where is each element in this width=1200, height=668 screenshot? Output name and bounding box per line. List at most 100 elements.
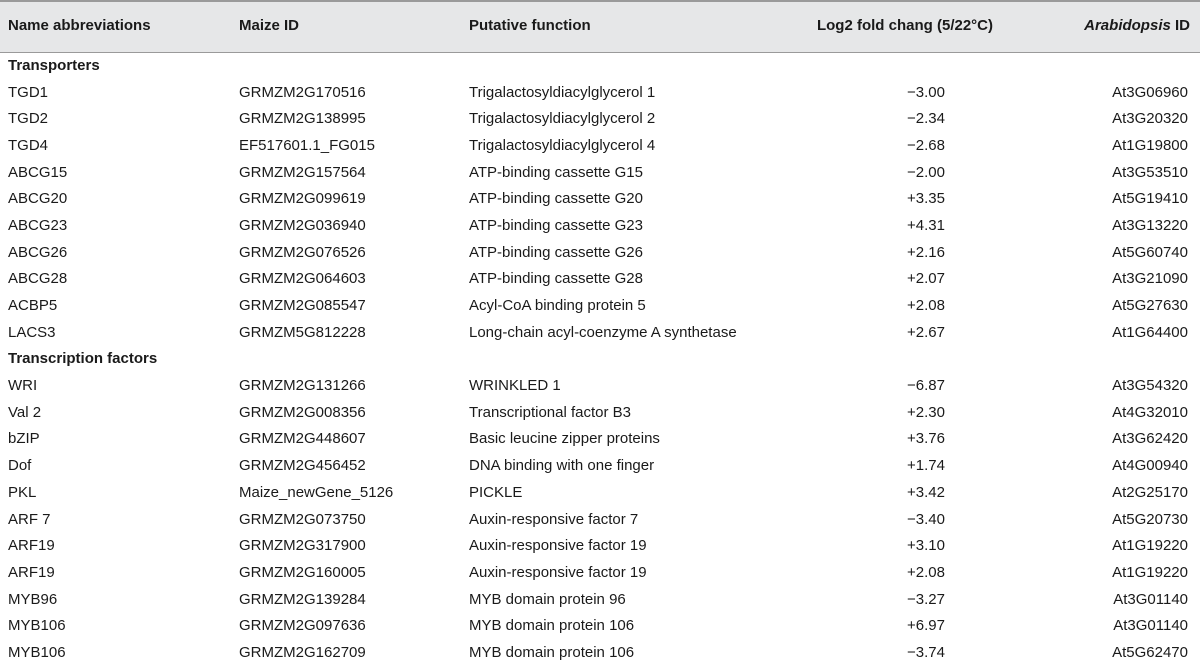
cell-function: DNA binding with one finger (469, 457, 655, 475)
section-title: Transporters (8, 57, 100, 75)
table-row: Dof GRMZM2G456452 DNA binding with one fin… (0, 452, 1200, 479)
cell-log2-fold: +4.31 (907, 216, 945, 234)
table-row: ABCG15 GRMZM2G157564 ATP-binding cassette … (0, 159, 1200, 186)
cell-function: Auxin-responsive factor 19 (469, 563, 647, 581)
cell-arabidopsis-id: At3G13220 (1112, 216, 1188, 234)
header-row: Name abbreviations Maize ID Putative fun… (0, 0, 1200, 52)
cell-name: Dof (8, 457, 32, 475)
cell-maize-id: GRMZM2G138995 (239, 110, 366, 128)
cell-maize-id: GRMZM5G812228 (239, 323, 366, 341)
cell-maize-id: GRMZM2G160005 (239, 563, 366, 581)
table-row: MYB106 GRMZM2G162709 MYB domain protein 10… (0, 639, 1200, 666)
table-row: TGD2 GRMZM2G138995 Trigalactosyldiacylglyc… (0, 105, 1200, 132)
cell-arabidopsis-id: At5G62470 (1112, 643, 1188, 661)
cell-arabidopsis-id: At5G60740 (1112, 243, 1188, 261)
cell-log2-fold: +2.67 (907, 323, 945, 341)
cell-arabidopsis-id: At3G21090 (1112, 270, 1188, 288)
cell-arabidopsis-id: At4G00940 (1112, 457, 1188, 475)
cell-name: MYB106 (8, 643, 66, 661)
cell-log2-fold: −2.00 (907, 163, 945, 181)
cell-name: ABCG26 (8, 243, 68, 261)
cell-maize-id: GRMZM2G036940 (239, 216, 366, 234)
cell-arabidopsis-id: At3G01140 (1113, 590, 1188, 608)
cell-arabidopsis-id: At3G20320 (1112, 110, 1188, 128)
cell-name: ABCG15 (8, 163, 68, 181)
cell-function: PICKLE (469, 483, 523, 501)
cell-log2-fold: +2.08 (907, 563, 945, 581)
cell-function: ATP-binding cassette G26 (469, 243, 643, 261)
cell-name: bZIP (8, 430, 40, 448)
cell-arabidopsis-id: At4G32010 (1112, 403, 1188, 421)
cell-log2-fold: −2.34 (907, 110, 945, 128)
cell-maize-id: GRMZM2G076526 (239, 243, 366, 261)
header-maize-id: Maize ID (239, 17, 300, 35)
table-row: TGD1 GRMZM2G170516 Trigalactosyldiacylglyc… (0, 79, 1200, 106)
cell-name: MYB96 (8, 590, 58, 608)
cell-function: WRINKLED 1 (469, 377, 561, 395)
cell-maize-id: GRMZM2G170516 (239, 83, 366, 101)
cell-maize-id: GRMZM2G097636 (239, 617, 366, 635)
table-row: ARF19 GRMZM2G317900 Auxin-responsive facto… (0, 532, 1200, 559)
cell-function: Auxin-responsive factor 19 (469, 537, 647, 555)
cell-log2-fold: +6.97 (907, 617, 945, 635)
table-row: MYB106 GRMZM2G097636 MYB domain protein 10… (0, 612, 1200, 639)
table-row: ARF 7 GRMZM2G073750 Auxin-responsive facto… (0, 506, 1200, 533)
cell-arabidopsis-id: At3G53510 (1112, 163, 1188, 181)
table-row: ABCG28 GRMZM2G064603 ATP-binding cassette … (0, 266, 1200, 293)
section-row: Transcription factors (0, 346, 1200, 373)
table-row: ABCG23 GRMZM2G036940 ATP-binding cassette … (0, 212, 1200, 239)
cell-maize-id: GRMZM2G131266 (239, 377, 366, 395)
cell-maize-id: GRMZM2G456452 (239, 457, 366, 475)
table-header: Name abbreviations Maize ID Putative fun… (0, 0, 1200, 52)
cell-log2-fold: +3.76 (907, 430, 945, 448)
header-arabidopsis-italic: Arabidopsis (1084, 17, 1171, 35)
cell-arabidopsis-id: At5G27630 (1112, 297, 1188, 315)
cell-maize-id: GRMZM2G317900 (239, 537, 366, 555)
cell-log2-fold: +2.16 (907, 243, 945, 261)
table-row: PKL Maize_newGene_5126 PICKLE +3.42 At2G2517… (0, 479, 1200, 506)
cell-function: Long-chain acyl-coenzyme A synthetase (469, 323, 737, 341)
section-row: Transporters (0, 52, 1200, 79)
cell-name: ARF 7 (8, 510, 51, 528)
cell-function: ATP-binding cassette G20 (469, 190, 643, 208)
cell-log2-fold: +3.35 (907, 190, 945, 208)
cell-name: TGD4 (8, 136, 49, 154)
header-arabidopsis-suffix: ID (1170, 17, 1190, 35)
header-name: Name abbreviations (8, 17, 151, 35)
cell-function: Auxin-responsive factor 7 (469, 510, 639, 528)
cell-log2-fold: +2.30 (907, 403, 945, 421)
cell-log2-fold: −3.00 (907, 83, 945, 101)
cell-log2-fold: +3.42 (907, 483, 945, 501)
cell-function: Trigalactosyldiacylglycerol 1 (469, 83, 656, 101)
table-row: MYB96 GRMZM2G139284 MYB domain protein 96 −… (0, 586, 1200, 613)
cell-function: ATP-binding cassette G28 (469, 270, 643, 288)
cell-log2-fold: −2.68 (907, 136, 945, 154)
cell-arabidopsis-id: At2G25170 (1112, 483, 1188, 501)
table-row: ARF19 GRMZM2G160005 Auxin-responsive facto… (0, 559, 1200, 586)
cell-arabidopsis-id: At1G19800 (1112, 136, 1188, 154)
cell-name: MYB106 (8, 617, 66, 635)
cell-name: ABCG23 (8, 216, 68, 234)
table-row: ABCG20 GRMZM2G099619 ATP-binding cassette … (0, 185, 1200, 212)
cell-function: Trigalactosyldiacylglycerol 4 (469, 136, 656, 154)
cell-log2-fold: +1.74 (907, 457, 945, 475)
cell-arabidopsis-id: At3G01140 (1113, 617, 1188, 635)
cell-maize-id: GRMZM2G064603 (239, 270, 366, 288)
header-putative-function: Putative function (469, 17, 591, 35)
cell-name: Val 2 (8, 403, 42, 421)
cell-maize-id: GRMZM2G085547 (239, 297, 366, 315)
cell-maize-id: GRMZM2G448607 (239, 430, 366, 448)
cell-name: TGD2 (8, 110, 49, 128)
table-row: ACBP5 GRMZM2G085547 Acyl-CoA binding prote… (0, 292, 1200, 319)
cell-arabidopsis-id: At3G54320 (1112, 377, 1188, 395)
cell-maize-id: GRMZM2G139284 (239, 590, 366, 608)
table-row: ABCG26 GRMZM2G076526 ATP-binding cassette … (0, 239, 1200, 266)
cell-arabidopsis-id: At3G06960 (1112, 83, 1188, 101)
cell-log2-fold: +3.10 (907, 537, 945, 555)
cell-arabidopsis-id: At1G19220 (1112, 537, 1188, 555)
table-row: bZIP GRMZM2G448607 Basic leucine zipper pr… (0, 426, 1200, 453)
table-row: LACS3 GRMZM5G812228 Long-chain acyl-coenzy… (0, 319, 1200, 346)
cell-function: MYB domain protein 106 (469, 617, 635, 635)
